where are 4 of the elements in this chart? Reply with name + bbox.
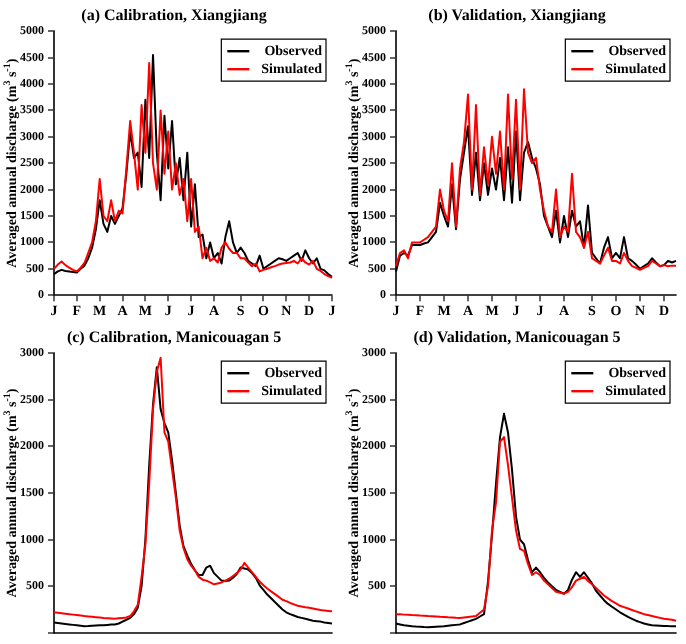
chart-title: (a) Calibration, Xiangjiang bbox=[81, 5, 267, 24]
chart-title: (b) Validation, Xiangjiang bbox=[428, 5, 606, 24]
chart-title: (c) Calibration, Manicouagan 5 bbox=[66, 327, 282, 346]
chart-title: (d) Validation, Manicouagan 5 bbox=[413, 327, 621, 346]
